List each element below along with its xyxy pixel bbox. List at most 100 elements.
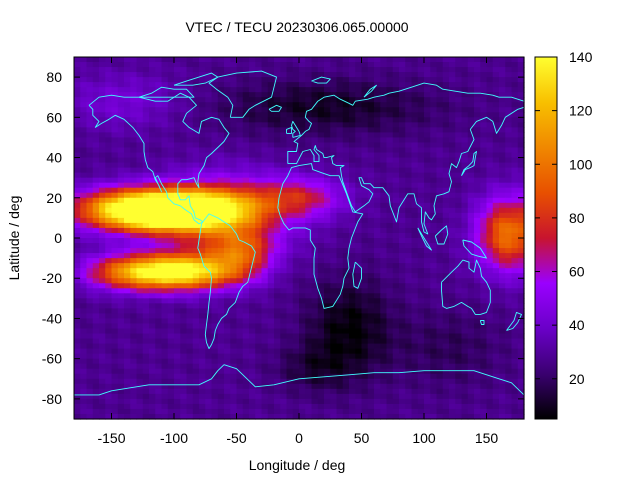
heatmap-cell — [205, 102, 213, 108]
heatmap-cell — [324, 338, 331, 345]
heatmap-cell — [517, 142, 525, 149]
heatmap-cell — [374, 112, 381, 118]
heatmap-cell — [130, 117, 138, 123]
heatmap-cell — [430, 378, 438, 385]
heatmap-cell — [274, 217, 281, 224]
heatmap-cell — [355, 117, 363, 123]
heatmap-cell — [130, 57, 138, 63]
heatmap-cell — [286, 338, 294, 345]
heatmap-cell — [267, 293, 275, 299]
heatmap-cell — [111, 303, 119, 309]
heatmap-cell — [486, 308, 494, 315]
heatmap-cell — [155, 348, 163, 355]
heatmap-cell — [80, 192, 88, 199]
heatmap-cell — [274, 87, 281, 93]
heatmap-cell — [336, 283, 344, 289]
heatmap-cell — [224, 152, 231, 159]
heatmap-cell — [130, 102, 138, 108]
heatmap-cell — [374, 248, 381, 254]
heatmap-cell — [236, 383, 244, 390]
heatmap-cell — [455, 328, 463, 335]
heatmap-cell — [436, 238, 444, 244]
heatmap-cell — [217, 82, 225, 88]
heatmap-cell — [242, 313, 250, 320]
heatmap-cell — [161, 398, 169, 405]
heatmap-cell — [455, 258, 463, 264]
heatmap-cell — [411, 112, 419, 118]
heatmap-cell — [124, 112, 131, 118]
heatmap-cell — [105, 288, 113, 294]
heatmap-cell — [142, 187, 150, 194]
heatmap-cell — [505, 57, 513, 63]
heatmap-cell — [442, 283, 450, 289]
heatmap-cell — [105, 182, 113, 189]
heatmap-cell — [217, 393, 225, 400]
heatmap-cell — [255, 363, 263, 370]
heatmap-cell — [411, 373, 419, 380]
heatmap-cell — [186, 383, 194, 390]
heatmap-cell — [361, 388, 369, 395]
heatmap-cell — [474, 142, 481, 149]
heatmap-cell — [430, 368, 438, 375]
heatmap-cell — [311, 393, 319, 400]
heatmap-cell — [367, 177, 375, 184]
heatmap-cell — [499, 248, 506, 254]
heatmap-cell — [155, 82, 163, 88]
heatmap-cell — [317, 167, 325, 174]
heatmap-cell — [205, 202, 213, 209]
heatmap-cell — [92, 298, 100, 304]
heatmap-cell — [317, 127, 325, 134]
heatmap-cell — [136, 152, 144, 159]
heatmap-cell — [336, 67, 344, 73]
heatmap-cell — [80, 368, 88, 375]
heatmap-cell — [161, 232, 169, 239]
heatmap-cell — [430, 127, 438, 134]
heatmap-cell — [486, 77, 494, 83]
heatmap-cell — [442, 152, 450, 159]
heatmap-cell — [511, 172, 519, 179]
heatmap-cell — [74, 147, 81, 154]
heatmap-cell — [349, 383, 356, 390]
heatmap-cell — [399, 373, 406, 380]
heatmap-cell — [92, 222, 100, 229]
heatmap-cell — [386, 72, 394, 78]
heatmap-cell — [105, 253, 113, 259]
heatmap-cell — [174, 72, 181, 78]
heatmap-cell — [474, 283, 481, 289]
heatmap-cell — [136, 338, 144, 345]
heatmap-cell — [442, 393, 450, 400]
heatmap-cell — [505, 373, 513, 380]
heatmap-cell — [405, 308, 413, 315]
heatmap-cell — [505, 172, 513, 179]
heatmap-cell — [192, 353, 200, 360]
heatmap-cell — [280, 62, 288, 68]
heatmap-cell — [280, 243, 288, 249]
heatmap-cell — [511, 353, 519, 360]
heatmap-cell — [99, 62, 106, 68]
heatmap-cell — [386, 263, 394, 269]
heatmap-cell — [174, 403, 181, 410]
heatmap-cell — [267, 62, 275, 68]
heatmap-cell — [274, 363, 281, 370]
heatmap-cell — [317, 378, 325, 385]
heatmap-cell — [286, 388, 294, 395]
heatmap-cell — [224, 197, 231, 204]
heatmap-cell — [286, 212, 294, 219]
heatmap-cell — [161, 142, 169, 149]
heatmap-cell — [111, 353, 119, 360]
heatmap-cell — [99, 383, 106, 390]
heatmap-cell — [455, 182, 463, 189]
heatmap-cell — [342, 147, 350, 154]
heatmap-cell — [124, 398, 131, 405]
heatmap-cell — [399, 112, 406, 118]
heatmap-cell — [161, 107, 169, 113]
heatmap-cell — [330, 398, 338, 405]
heatmap-cell — [367, 323, 375, 330]
heatmap-cell — [199, 77, 206, 83]
heatmap-cell — [199, 107, 206, 113]
heatmap-cell — [349, 318, 356, 325]
heatmap-cell — [511, 217, 519, 224]
heatmap-cell — [417, 333, 425, 340]
heatmap-cell — [230, 258, 238, 264]
heatmap-cell — [499, 132, 506, 139]
